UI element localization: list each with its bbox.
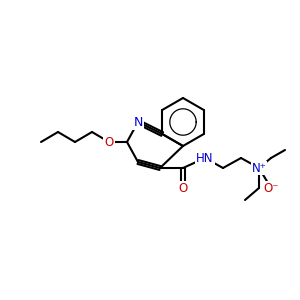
Text: O: O (178, 182, 188, 194)
Text: HN: HN (196, 152, 214, 164)
Text: O⁻: O⁻ (263, 182, 279, 194)
Text: N: N (133, 116, 143, 128)
Text: O: O (104, 136, 114, 148)
Text: N⁺: N⁺ (252, 161, 266, 175)
